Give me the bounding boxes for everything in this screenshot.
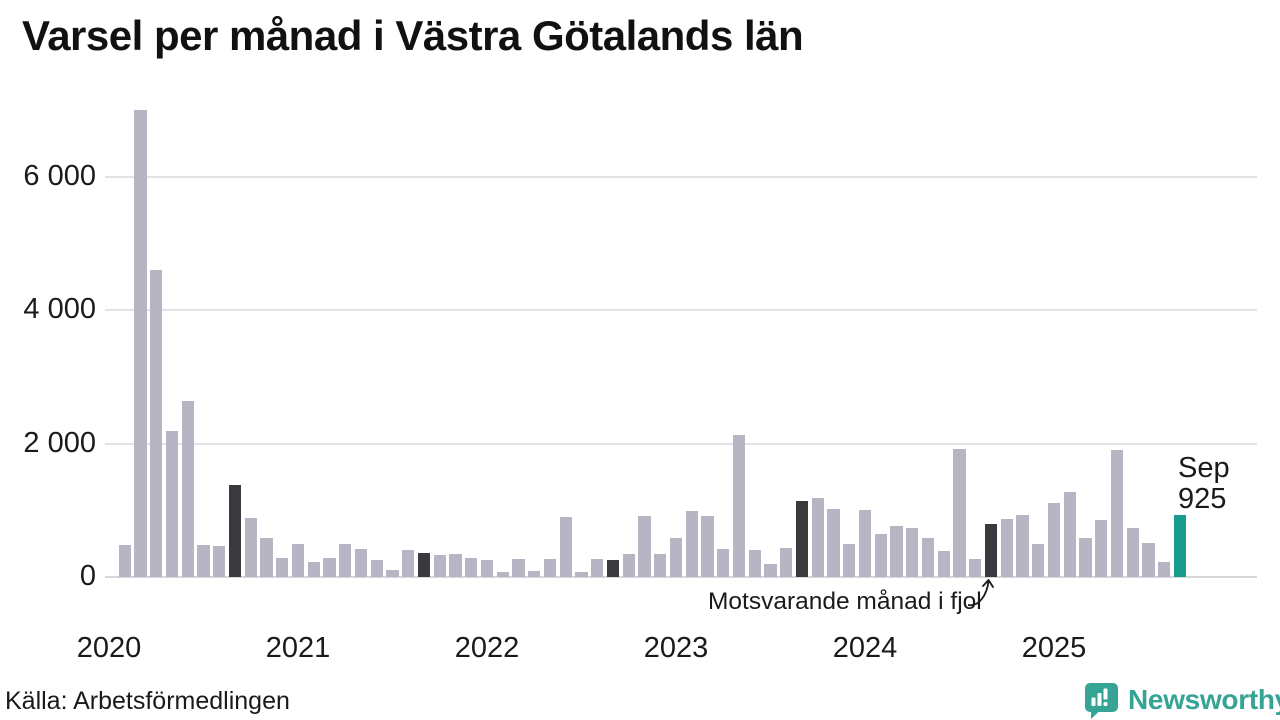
x-tick-2023: 2023: [643, 632, 709, 664]
gridline-0: [105, 576, 1257, 578]
y-tick-4000: 4 000: [23, 293, 96, 325]
bar-2024-03: [890, 525, 903, 577]
bar-2020-03: [134, 109, 147, 577]
bar-2022-04: [528, 571, 541, 577]
bar-2022-09: [606, 559, 620, 577]
bar-2024-10: [1000, 519, 1013, 577]
y-tick-2000: 2 000: [23, 426, 96, 459]
bar-2020-05: [165, 431, 179, 577]
y-tick-0: 0: [79, 560, 96, 592]
bar-2025-06: [1126, 527, 1139, 577]
bar-2023-11: [827, 508, 840, 577]
bar-2022-12: [654, 554, 667, 577]
x-tick-2022: 2022: [454, 632, 520, 664]
gridline-6000: [105, 175, 1257, 178]
bar-2020-07: [197, 544, 210, 577]
bar-2023-12: [843, 544, 856, 577]
bar-2023-05: [732, 434, 746, 577]
bar-2024-07: [953, 449, 966, 577]
bar-2021-05: [354, 548, 368, 577]
bar-2020-06: [181, 400, 194, 577]
bar-2024-02: [874, 534, 887, 577]
x-tick-2021: 2021: [265, 632, 331, 664]
bar-2023-04: [717, 548, 730, 577]
bar-2023-03: [701, 515, 714, 577]
x-tick-2024: 2024: [832, 632, 898, 664]
bar-2024-09: [984, 523, 998, 577]
bar-2020-11: [260, 537, 273, 577]
bar-2021-01: [291, 544, 305, 577]
bar-2023-06: [748, 550, 761, 577]
bar-2022-08: [591, 558, 604, 577]
bar-2022-10: [622, 554, 635, 577]
bar-2025-08: [1158, 561, 1171, 577]
current-bar-value: 925: [1178, 483, 1227, 515]
bar-2024-08: [969, 559, 982, 577]
bar-2024-06: [937, 550, 950, 577]
bar-2022-11: [638, 515, 651, 577]
bar-2022-05: [543, 559, 557, 577]
bar-2022-03: [512, 558, 525, 577]
bar-2025-01: [1047, 502, 1061, 577]
bar-2022-01: [480, 560, 494, 577]
brand-logo: Newsworthy: [1083, 681, 1280, 719]
bar-2020-10: [244, 518, 257, 577]
fjol-annotation-label: Motsvarande månad i fjol: [708, 588, 982, 615]
current-bar-month: Sep: [1178, 452, 1230, 484]
bar-2021-10: [433, 554, 446, 577]
bar-2021-09: [417, 552, 431, 577]
bar-2023-01: [669, 538, 683, 577]
bar-2022-06: [559, 516, 572, 577]
bar-2021-03: [323, 557, 336, 577]
bar-2022-07: [575, 571, 588, 577]
bar-2020-09: [228, 484, 242, 577]
bar-2025-03: [1079, 538, 1092, 577]
bar-2024-01: [858, 510, 872, 577]
bar-2024-12: [1032, 544, 1045, 577]
bar-2023-09: [795, 500, 809, 577]
bar-2023-07: [764, 563, 777, 577]
bar-2021-02: [307, 562, 320, 577]
x-tick-2025: 2025: [1021, 632, 1087, 664]
bar-2020-08: [213, 545, 226, 577]
bar-2022-02: [496, 571, 509, 577]
gridline-2000: [105, 442, 1257, 445]
bar-2024-11: [1016, 514, 1029, 577]
source-note: Källa: Arbetsförmedlingen: [5, 687, 290, 715]
chart-title: Varsel per månad i Västra Götalands län: [22, 12, 804, 59]
bar-2023-10: [811, 498, 824, 577]
bar-2021-08: [402, 550, 415, 577]
x-tick-2020: 2020: [76, 632, 142, 664]
bar-2025-09: [1173, 515, 1187, 577]
bar-2025-02: [1063, 491, 1076, 577]
y-tick-6000: 6 000: [23, 159, 96, 192]
bar-2025-05: [1110, 450, 1124, 577]
bar-2020-02: [118, 544, 131, 577]
current-bar-label: Sep 925: [1178, 453, 1230, 515]
newsworthy-icon: [1085, 683, 1118, 719]
bar-2024-04: [906, 528, 919, 577]
bar-2021-07: [386, 569, 399, 577]
bar-2020-04: [150, 269, 163, 577]
brand-name: Newsworthy: [1128, 684, 1280, 715]
bar-2025-04: [1095, 519, 1108, 577]
bar-2023-08: [780, 547, 793, 577]
bar-2021-06: [370, 559, 383, 577]
annotation-arrow-icon: [967, 579, 994, 607]
bar-2021-12: [465, 558, 478, 577]
bar-2021-04: [339, 544, 352, 577]
bar-2025-07: [1142, 542, 1155, 577]
bar-2021-11: [449, 553, 462, 577]
gridline-4000: [105, 309, 1257, 311]
bar-2020-12: [276, 558, 289, 577]
bar-2023-02: [685, 510, 698, 577]
bar-2024-05: [921, 538, 935, 577]
